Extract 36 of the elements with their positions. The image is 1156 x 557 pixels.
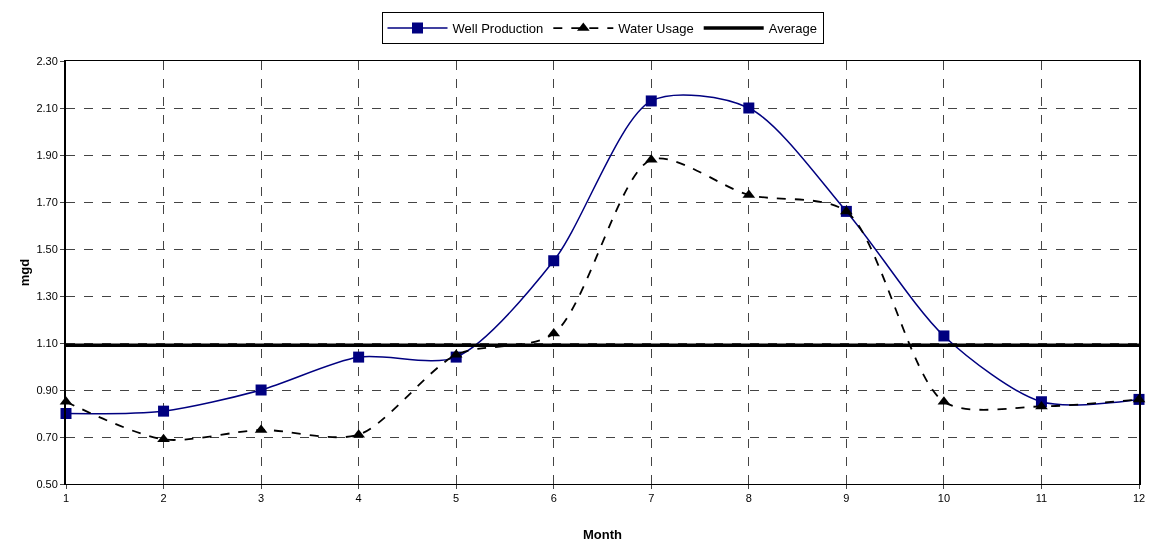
y-tick-label: 2.10 — [36, 101, 58, 114]
point — [1035, 400, 1048, 410]
y-tick-label: 0.90 — [36, 383, 58, 396]
x-tick-label: 10 — [937, 492, 951, 505]
x-tick-label: 2 — [160, 492, 167, 505]
y-tick-label: 1.70 — [36, 195, 58, 208]
x-tick-label: 8 — [745, 492, 752, 505]
y-axis-title: mgd — [17, 258, 32, 287]
x-tick-label: 1 — [62, 492, 70, 505]
x-tick-label: 12 — [1132, 492, 1146, 505]
y-tick-label: 1.30 — [36, 289, 58, 302]
point — [548, 255, 560, 267]
point — [353, 351, 365, 363]
x-axis-title: Month — [583, 526, 623, 542]
y-tick-label: 0.70 — [36, 430, 58, 443]
point — [743, 102, 755, 114]
x-tick-label: 7 — [648, 492, 655, 505]
point — [938, 330, 950, 342]
x-tick-label: 3 — [258, 492, 265, 505]
legend-label: Water Usage — [618, 21, 694, 37]
x-tick-label: 6 — [550, 492, 557, 505]
y-tick-label: 0.50 — [36, 477, 58, 490]
point — [158, 405, 170, 417]
point — [645, 95, 657, 107]
legend-label: Average — [768, 21, 817, 37]
x-tick-label: 4 — [355, 492, 362, 505]
point — [157, 433, 170, 443]
x-tick-label: 9 — [843, 492, 850, 505]
y-tick-label: 2.30 — [36, 54, 58, 67]
legend-label: Well Production — [452, 21, 544, 37]
x-tick-label: 11 — [1035, 492, 1048, 505]
y-tick-label: 1.90 — [36, 148, 58, 161]
y-tick-label: 1.50 — [36, 242, 58, 255]
x-tick-label: 5 — [453, 492, 460, 505]
point — [255, 384, 267, 396]
y-tick-label: 1.10 — [36, 336, 58, 349]
